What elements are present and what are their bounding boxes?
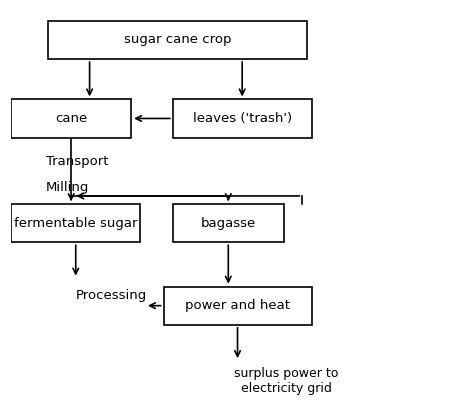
Text: Processing: Processing [76,289,147,302]
Text: Transport: Transport [46,155,108,168]
Text: bagasse: bagasse [201,217,256,229]
Text: surplus power to
electricity grid: surplus power to electricity grid [234,367,338,395]
Text: power and heat: power and heat [185,299,290,312]
FancyBboxPatch shape [173,99,311,138]
FancyBboxPatch shape [164,286,311,325]
FancyBboxPatch shape [173,204,284,242]
Text: leaves ('trash'): leaves ('trash') [192,112,292,125]
Text: sugar cane crop: sugar cane crop [124,34,231,46]
FancyBboxPatch shape [48,21,307,59]
Text: Milling: Milling [46,181,89,194]
FancyBboxPatch shape [11,99,131,138]
FancyBboxPatch shape [11,204,140,242]
Text: fermentable sugar: fermentable sugar [14,217,137,229]
Text: cane: cane [55,112,87,125]
